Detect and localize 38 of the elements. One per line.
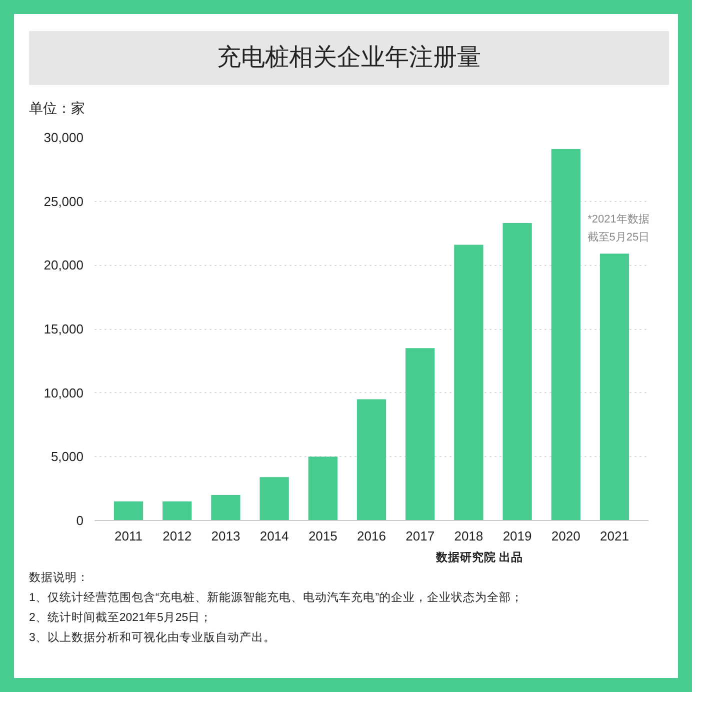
y-tick-label: 25,000 <box>44 194 84 210</box>
bar <box>308 456 338 521</box>
text: 数据研究院 出品 <box>434 550 524 566</box>
bar <box>114 502 144 521</box>
x-tick-label: 2020 <box>551 528 580 544</box>
bar <box>356 400 386 521</box>
bar <box>260 477 289 521</box>
x-tick-label: 2012 <box>162 528 192 544</box>
text: 数据说明： <box>29 570 90 586</box>
x-tick-label: 2011 <box>114 528 143 544</box>
text: 3、以上数据分析和可视化由专业版自动产出。 <box>29 630 276 646</box>
bar <box>502 223 532 521</box>
x-tick-label: 2013 <box>211 528 240 544</box>
y-tick-label: 15,000 <box>44 322 84 337</box>
y-tick-label: 20,000 <box>44 258 84 273</box>
text: 1、仅统计经营范围包含“充电桩、新能源智能充电、电动汽车充电”的企业，企业状态为全部； <box>29 590 524 606</box>
x-tick-label: 2017 <box>406 528 435 544</box>
x-tick-label: 2021 <box>600 528 629 544</box>
y-tick-label: 5,000 <box>50 449 84 464</box>
x-tick-label: 2019 <box>502 528 532 544</box>
text: 2、统计时间截至2021年5月25日； <box>29 610 214 626</box>
y-tick-label: 30,000 <box>44 130 84 146</box>
x-tick-label: 2014 <box>260 528 289 544</box>
x-tick-label: 2015 <box>308 528 338 544</box>
y-tick-label: 10,000 <box>44 386 84 401</box>
y-axis-title: 单位：家 <box>29 99 85 118</box>
annotation: *2021年数据 <box>588 214 650 226</box>
bar <box>211 495 240 521</box>
bar <box>600 254 630 521</box>
bar <box>454 245 484 521</box>
bar <box>162 502 192 521</box>
chart-title: 充电桩相关企业年注册量 <box>217 43 481 73</box>
x-tick-label: 2018 <box>454 528 484 544</box>
x-tick-label: 2016 <box>357 528 386 544</box>
bar <box>551 149 580 521</box>
annotation: 截至5月25日 <box>587 230 650 244</box>
bar <box>406 348 435 521</box>
y-tick-label: 0 <box>76 513 84 528</box>
